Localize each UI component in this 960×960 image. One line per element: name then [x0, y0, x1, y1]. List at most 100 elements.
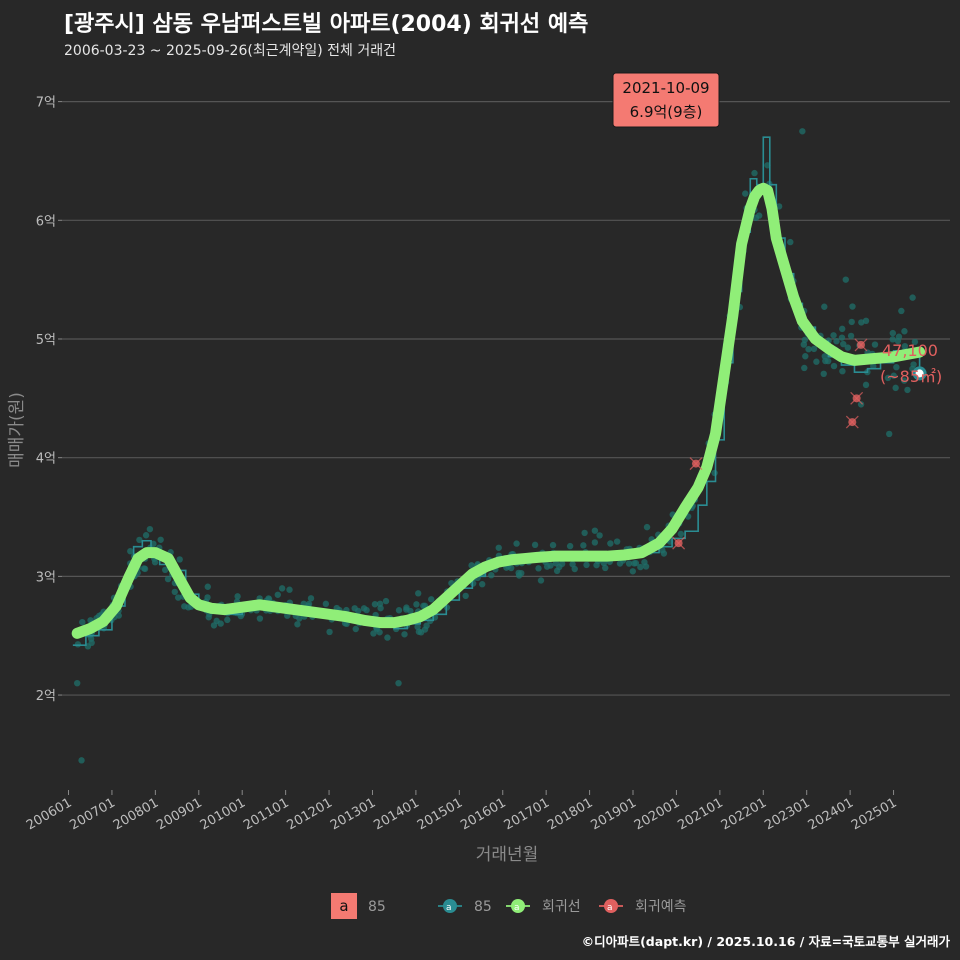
trade-point — [904, 386, 911, 394]
trade-points — [73, 128, 919, 764]
trade-point — [838, 334, 846, 341]
trade-point — [384, 634, 391, 641]
x-tick-label: 202401 — [806, 795, 856, 833]
grid-lines — [62, 101, 950, 696]
legend-swatch-label — [331, 893, 357, 919]
y-tick-label: 6억 — [36, 214, 56, 229]
trade-point — [352, 625, 359, 633]
trade-point — [842, 276, 849, 283]
max-annotation-price: 6.9억(9층) — [630, 103, 703, 121]
trade-point — [234, 593, 241, 600]
prediction-mark — [689, 457, 703, 471]
trade-point — [901, 328, 908, 335]
trade-point — [810, 345, 818, 353]
credit-text: ©디아파트(dapt.kr) / 2025.10.16 / 자료=국토교통부 실… — [581, 934, 950, 949]
trade-point — [849, 303, 856, 310]
trade-point — [566, 542, 574, 550]
trade-point — [150, 540, 157, 548]
legend-key-glyph: a — [514, 903, 520, 913]
x-tick-label: 201601 — [458, 795, 508, 833]
trade-point — [751, 169, 758, 177]
prediction-mark — [854, 338, 868, 352]
trade-point — [213, 617, 220, 625]
trade-point — [142, 532, 150, 539]
trade-point — [871, 341, 879, 348]
x-tick-label: 201801 — [545, 795, 595, 833]
trade-point — [355, 607, 362, 615]
legend: a 85 a 85 a 회귀선 a 회귀예측 — [331, 893, 687, 919]
trade-point — [830, 362, 838, 370]
legend-key-glyph: a — [446, 903, 452, 913]
trade-point — [830, 332, 837, 339]
trade-point — [181, 603, 188, 610]
trade-point — [569, 561, 576, 568]
y-tick-label: 2억 — [36, 689, 56, 704]
trade-point — [535, 565, 542, 572]
trade-point — [495, 544, 502, 551]
trade-point — [513, 540, 520, 547]
x-axis-label: 거래년월 — [476, 845, 539, 865]
trade-point — [161, 566, 169, 574]
trade-point — [895, 333, 903, 340]
trade-point — [631, 560, 638, 567]
trade-point — [824, 357, 832, 365]
x-tick-label: 201201 — [285, 795, 335, 833]
trade-point — [382, 597, 390, 605]
trade-point — [583, 561, 590, 569]
trade-point — [360, 605, 368, 612]
trade-point — [224, 616, 231, 624]
x-tick-label: 200701 — [67, 795, 117, 833]
max-annotation-date: 2021-10-09 — [622, 79, 709, 97]
trade-point — [415, 590, 422, 597]
x-tick-label: 200901 — [154, 795, 204, 833]
y-tick-label: 3억 — [36, 570, 56, 585]
trade-point — [553, 567, 561, 575]
trade-point — [376, 629, 383, 636]
x-tick-label: 201101 — [241, 795, 291, 833]
prediction-mark — [845, 415, 859, 429]
trade-point — [136, 536, 143, 544]
trade-point — [421, 626, 429, 633]
trade-point — [660, 550, 668, 557]
trade-point — [591, 539, 599, 546]
trade-point — [468, 562, 475, 569]
trade-point — [294, 621, 301, 628]
x-tick-label: 202001 — [632, 795, 682, 833]
trade-point — [625, 560, 633, 567]
trade-point — [414, 623, 421, 631]
x-tick-label: 202101 — [675, 795, 725, 833]
trade-point — [858, 319, 865, 326]
trade-point — [805, 345, 812, 353]
trade-point — [286, 586, 293, 593]
trade-point — [515, 569, 522, 577]
trade-point — [395, 607, 403, 614]
trade-point — [326, 628, 333, 636]
trade-point — [677, 530, 685, 538]
trade-point — [844, 344, 852, 351]
trade-point — [278, 585, 286, 592]
legend-key-dot — [511, 899, 525, 913]
trade-point — [821, 303, 828, 310]
page-subtitle: 2006-03-23 ~ 2025-09-26(최근계약일) 전체 거래건 — [64, 43, 396, 59]
trade-point — [73, 679, 81, 687]
x-tick-label: 202201 — [719, 795, 769, 833]
legend-key-glyph: a — [607, 903, 613, 913]
trade-point — [711, 469, 718, 477]
regression-path — [71, 182, 926, 639]
x-tick-label: 201701 — [502, 795, 552, 833]
legend-label: 회귀선 — [542, 899, 581, 915]
trade-point — [88, 639, 95, 647]
trade-point — [742, 190, 749, 197]
x-tick-label: 202501 — [849, 795, 899, 833]
trade-point — [629, 568, 636, 575]
max-annotation-box — [612, 72, 720, 128]
trade-point — [840, 340, 847, 348]
trade-point — [813, 358, 820, 365]
trade-point — [580, 542, 587, 549]
trade-point — [848, 318, 855, 326]
latest-price-label: 47,100 — [882, 341, 938, 360]
x-tick-label: 202301 — [762, 795, 812, 833]
trade-point — [115, 612, 122, 619]
trade-point — [889, 336, 896, 343]
trade-point — [911, 338, 919, 346]
